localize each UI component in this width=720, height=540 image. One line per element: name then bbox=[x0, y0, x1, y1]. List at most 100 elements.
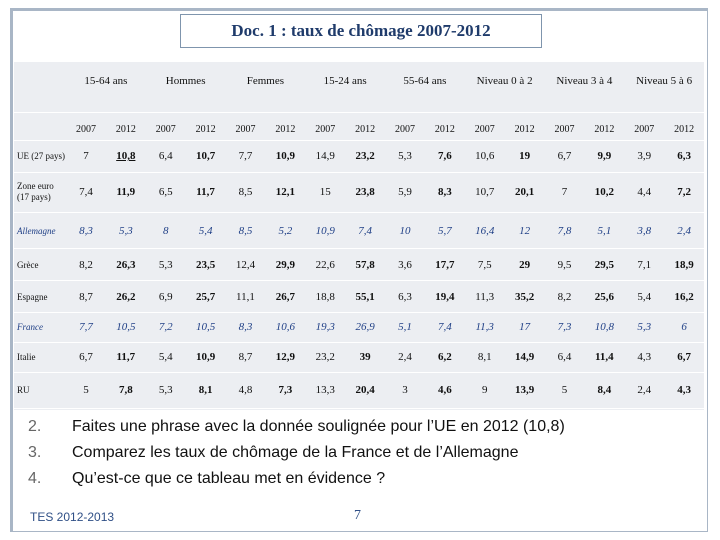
value-cell: 7,7 bbox=[79, 321, 93, 333]
value-cell: 2,4 bbox=[637, 384, 652, 396]
value-cell: 11,7 bbox=[196, 186, 215, 198]
row-divider bbox=[14, 342, 704, 343]
page-number: 7 bbox=[354, 508, 361, 523]
value-cell: 6,9 bbox=[158, 291, 173, 303]
value-cell: 6,3 bbox=[398, 291, 412, 303]
value-cell: 20,1 bbox=[514, 186, 535, 198]
value-cell: 5,3 bbox=[118, 225, 133, 237]
value-cell: 14,9 bbox=[315, 150, 335, 162]
value-cell: 9,5 bbox=[557, 259, 572, 271]
value-cell: 7,6 bbox=[437, 150, 452, 162]
value-cell: 6,5 bbox=[158, 186, 173, 198]
value-cell: 10,9 bbox=[195, 351, 216, 363]
value-cell: 5,1 bbox=[597, 225, 612, 237]
value-cell: 57,8 bbox=[355, 259, 375, 271]
value-cell: 4,3 bbox=[637, 351, 652, 363]
value-cell: 5,2 bbox=[278, 225, 293, 237]
value-cell: 12 bbox=[519, 225, 531, 237]
value-cell: 6,3 bbox=[677, 150, 691, 162]
value-cell: 10,8 bbox=[594, 321, 614, 333]
value-cell: 8,2 bbox=[79, 259, 93, 271]
value-cell: 23,2 bbox=[355, 150, 375, 162]
year-header: 2007 bbox=[554, 123, 575, 135]
value-cell: 29,5 bbox=[594, 259, 614, 271]
value-cell: 6,7 bbox=[79, 351, 93, 363]
value-cell: 12,9 bbox=[275, 351, 295, 363]
group-header: 15-64 ans bbox=[84, 75, 128, 87]
title: Doc. 1 : taux de chômage 2007-2012 bbox=[180, 14, 542, 48]
value-cell: 4,4 bbox=[637, 186, 652, 198]
value-cell: 25,6 bbox=[594, 291, 614, 303]
value-cell: 10,6 bbox=[275, 321, 295, 333]
value-cell: 3,6 bbox=[398, 259, 412, 271]
value-cell: 11,4 bbox=[594, 351, 614, 363]
question-text: Comparez les taux de chômage de la Franc… bbox=[72, 444, 519, 461]
value-cell: 19 bbox=[519, 150, 531, 162]
value-cell: 10,6 bbox=[475, 150, 495, 162]
row-label: France bbox=[17, 321, 43, 332]
value-cell: 7,3 bbox=[557, 321, 572, 333]
value-cell: 29 bbox=[519, 259, 531, 271]
value-cell: 11,3 bbox=[475, 321, 494, 333]
value-cell: 11,7 bbox=[116, 351, 136, 363]
row-label: RU bbox=[17, 384, 30, 395]
value-cell: 23,8 bbox=[355, 186, 375, 198]
row-divider bbox=[14, 312, 704, 313]
value-cell: 20,4 bbox=[355, 384, 375, 396]
group-header: Niveau 3 à 4 bbox=[556, 75, 613, 87]
value-cell: 26,2 bbox=[116, 291, 136, 303]
value-cell: 18,9 bbox=[674, 259, 694, 271]
question: 4. Qu’est-ce que ce tableau met en éviden… bbox=[28, 470, 565, 496]
year-header: 2012 bbox=[594, 123, 615, 135]
year-header: 2012 bbox=[195, 123, 216, 135]
value-cell: 8,5 bbox=[238, 186, 253, 198]
year-header: 2007 bbox=[474, 123, 495, 135]
value-cell: 8 bbox=[162, 225, 169, 237]
value-cell: 35,2 bbox=[514, 291, 535, 303]
value-cell: 25,7 bbox=[195, 291, 216, 303]
value-cell: 17 bbox=[519, 321, 531, 333]
value-cell: 5,3 bbox=[158, 384, 173, 396]
value-cell: 5,3 bbox=[398, 150, 412, 162]
row-label: Grèce bbox=[17, 259, 39, 270]
group-header: Niveau 5 à 6 bbox=[636, 75, 693, 87]
value-cell: 29,9 bbox=[275, 259, 295, 271]
year-header: 2012 bbox=[115, 123, 136, 135]
value-cell: 8,1 bbox=[198, 384, 213, 396]
value-cell: 2,4 bbox=[398, 351, 412, 363]
year-header: 2007 bbox=[315, 123, 336, 135]
question-number: 3. bbox=[28, 444, 42, 461]
value-cell: 17,7 bbox=[435, 259, 455, 271]
value-cell: 23,2 bbox=[315, 351, 335, 363]
value-cell: 8,3 bbox=[79, 225, 93, 237]
value-cell: 12,1 bbox=[275, 186, 295, 198]
value-cell: 5,3 bbox=[637, 321, 652, 333]
row-divider bbox=[14, 280, 704, 281]
value-cell: 6,2 bbox=[437, 351, 452, 363]
value-cell: 13,3 bbox=[315, 384, 335, 396]
value-cell: 8,5 bbox=[238, 225, 253, 237]
value-cell: 5,4 bbox=[158, 351, 173, 363]
year-header: 2007 bbox=[155, 123, 176, 135]
value-cell: 7,1 bbox=[637, 259, 652, 271]
value-cell: 6,4 bbox=[158, 150, 173, 162]
value-cell: 5 bbox=[83, 384, 89, 396]
row-divider bbox=[14, 212, 704, 213]
value-cell: 12,4 bbox=[235, 259, 256, 271]
value-cell: 26,9 bbox=[355, 321, 375, 333]
row-divider bbox=[14, 372, 704, 373]
value-cell: 7,2 bbox=[677, 186, 691, 198]
group-header: Niveau 0 à 2 bbox=[476, 75, 533, 87]
year-header: 2012 bbox=[275, 123, 296, 135]
value-cell: 4,6 bbox=[437, 384, 452, 396]
value-cell: 6,7 bbox=[557, 150, 572, 162]
value-cell: 23,5 bbox=[195, 259, 216, 271]
value-cell: 7,4 bbox=[358, 225, 372, 237]
value-cell: 8,1 bbox=[477, 351, 492, 363]
year-header: 2012 bbox=[355, 123, 376, 135]
value-cell: 10,5 bbox=[116, 321, 136, 333]
slide-frame bbox=[10, 8, 708, 532]
row-label: UE (27 pays) bbox=[17, 150, 65, 161]
value-cell: 7,4 bbox=[437, 321, 452, 333]
